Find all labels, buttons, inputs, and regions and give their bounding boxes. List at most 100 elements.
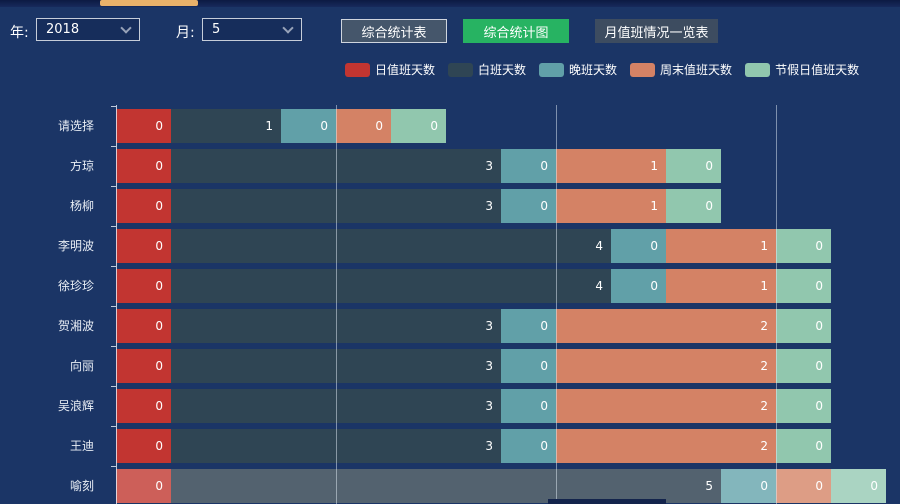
- legend-item[interactable]: 节假日值班天数: [745, 61, 859, 78]
- segment-value-label: 0: [705, 199, 713, 213]
- bar-segment[interactable]: 0: [501, 429, 556, 463]
- bar-segment[interactable]: 1: [556, 189, 666, 223]
- stacked-bar: 0 5 0 0 0: [116, 469, 886, 503]
- segment-value-label: 4: [595, 239, 603, 253]
- legend-label: 周末值班天数: [660, 63, 733, 77]
- bar-segment[interactable]: 0: [116, 389, 171, 423]
- legend-swatch-icon: [745, 62, 771, 77]
- segment-value-label: 0: [155, 359, 163, 373]
- y-axis-label: 吴浪辉: [57, 399, 94, 413]
- bar-row: 徐珍珍 0 4 0 1 0: [0, 269, 900, 303]
- bar-segment[interactable]: 0: [776, 429, 831, 463]
- segment-value-label: 3: [485, 319, 493, 333]
- bar-segment[interactable]: 0: [776, 349, 831, 383]
- bar-segment[interactable]: 0: [116, 109, 171, 143]
- bar-segment[interactable]: 2: [556, 429, 776, 463]
- segment-value-label: 0: [155, 439, 163, 453]
- year-value: 2018: [46, 22, 80, 37]
- bar-segment[interactable]: 0: [666, 149, 721, 183]
- segment-value-label: 0: [155, 479, 163, 493]
- segment-value-label: 0: [155, 279, 163, 293]
- bar-segment[interactable]: 1: [666, 229, 776, 263]
- legend-item[interactable]: 日值班天数: [345, 61, 435, 78]
- segment-value-label: 0: [155, 119, 163, 133]
- stacked-bar: 0 1 0 0 0: [116, 109, 446, 143]
- bar-segment[interactable]: 5: [171, 469, 721, 503]
- legend-label: 日值班天数: [375, 63, 436, 77]
- scrollbar-thumb[interactable]: [100, 0, 198, 6]
- legend-swatch-icon: [345, 62, 370, 77]
- y-axis-tick: [111, 426, 116, 427]
- bar-segment[interactable]: 0: [116, 269, 171, 303]
- bar-row: 方琼 0 3 0 1 0: [0, 149, 900, 183]
- legend-item[interactable]: 白班天数: [448, 61, 526, 78]
- bar-segment[interactable]: 1: [556, 149, 666, 183]
- bar-segment[interactable]: 0: [116, 229, 171, 263]
- bar-segment[interactable]: 0: [776, 469, 831, 503]
- bar-segment[interactable]: 4: [171, 269, 611, 303]
- stacked-bar: 0 3 0 2 0: [116, 309, 831, 343]
- x-gridline: [556, 105, 557, 504]
- monthly-duty-overview-button[interactable]: 月值班情况一览表: [595, 19, 718, 43]
- segment-value-label: 0: [815, 359, 823, 373]
- bar-segment[interactable]: 0: [501, 349, 556, 383]
- bar-segment[interactable]: 0: [721, 469, 776, 503]
- y-axis-label: 方琼: [69, 159, 94, 173]
- month-select[interactable]: 5: [202, 18, 302, 41]
- legend-item[interactable]: 周末值班天数: [630, 61, 732, 78]
- bar-segment[interactable]: 0: [336, 109, 391, 143]
- segment-value-label: 3: [485, 199, 493, 213]
- bar-segment[interactable]: 0: [116, 349, 171, 383]
- bar-segment[interactable]: 0: [116, 149, 171, 183]
- bar-segment[interactable]: 0: [281, 109, 336, 143]
- stacked-bar: 0 3 0 2 0: [116, 389, 831, 423]
- y-axis-tick: [111, 346, 116, 347]
- bar-row: 请选择 0 1 0 0 0: [0, 109, 900, 143]
- segment-value-label: 0: [650, 239, 658, 253]
- bar-segment[interactable]: 0: [116, 309, 171, 343]
- segment-value-label: 3: [485, 359, 493, 373]
- bar-segment[interactable]: 4: [171, 229, 611, 263]
- bar-segment[interactable]: 0: [501, 149, 556, 183]
- segment-value-label: 0: [155, 319, 163, 333]
- bar-segment[interactable]: 0: [776, 229, 831, 263]
- bar-segment[interactable]: 0: [501, 389, 556, 423]
- x-gridline: [336, 105, 337, 504]
- bar-segment[interactable]: 1: [666, 269, 776, 303]
- bar-segment[interactable]: 0: [776, 309, 831, 343]
- segment-value-label: 0: [815, 239, 823, 253]
- bar-segment[interactable]: 1: [171, 109, 281, 143]
- bar-segment[interactable]: 0: [776, 389, 831, 423]
- legend-swatch-icon: [539, 62, 565, 77]
- bar-segment[interactable]: 0: [501, 189, 556, 223]
- segment-value-label: 0: [815, 319, 823, 333]
- bar-segment[interactable]: 0: [831, 469, 886, 503]
- bar-segment[interactable]: 2: [556, 349, 776, 383]
- stats-chart-button[interactable]: 综合统计图: [463, 19, 569, 43]
- year-select[interactable]: 2018: [36, 18, 140, 41]
- segment-value-label: 0: [760, 479, 768, 493]
- bar-segment[interactable]: 0: [776, 269, 831, 303]
- y-axis-tick: [111, 106, 116, 107]
- segment-value-label: 3: [485, 399, 493, 413]
- bar-segment[interactable]: 0: [116, 189, 171, 223]
- stats-table-button[interactable]: 综合统计表: [341, 19, 447, 43]
- bar-segment[interactable]: 0: [391, 109, 446, 143]
- bar-segment[interactable]: 2: [556, 389, 776, 423]
- bar-segment[interactable]: 2: [556, 309, 776, 343]
- bar-segment[interactable]: 0: [501, 309, 556, 343]
- y-axis-label: 贺湘波: [57, 319, 94, 333]
- segment-value-label: 3: [485, 439, 493, 453]
- bar-row: 李明波 0 4 0 1 0: [0, 229, 900, 263]
- bar-segment[interactable]: 0: [666, 189, 721, 223]
- segment-value-label: 0: [540, 159, 548, 173]
- stacked-bar: 0 3 0 2 0: [116, 429, 831, 463]
- legend-label: 节假日值班天数: [775, 63, 860, 77]
- y-axis-label: 李明波: [57, 239, 94, 253]
- bar-segment[interactable]: 0: [116, 429, 171, 463]
- bar-segment[interactable]: 0: [116, 469, 171, 503]
- bar-row: 杨柳 0 3 0 1 0: [0, 189, 900, 223]
- bar-segment[interactable]: 0: [611, 269, 666, 303]
- legend-item[interactable]: 晚班天数: [539, 61, 617, 78]
- bar-segment[interactable]: 0: [611, 229, 666, 263]
